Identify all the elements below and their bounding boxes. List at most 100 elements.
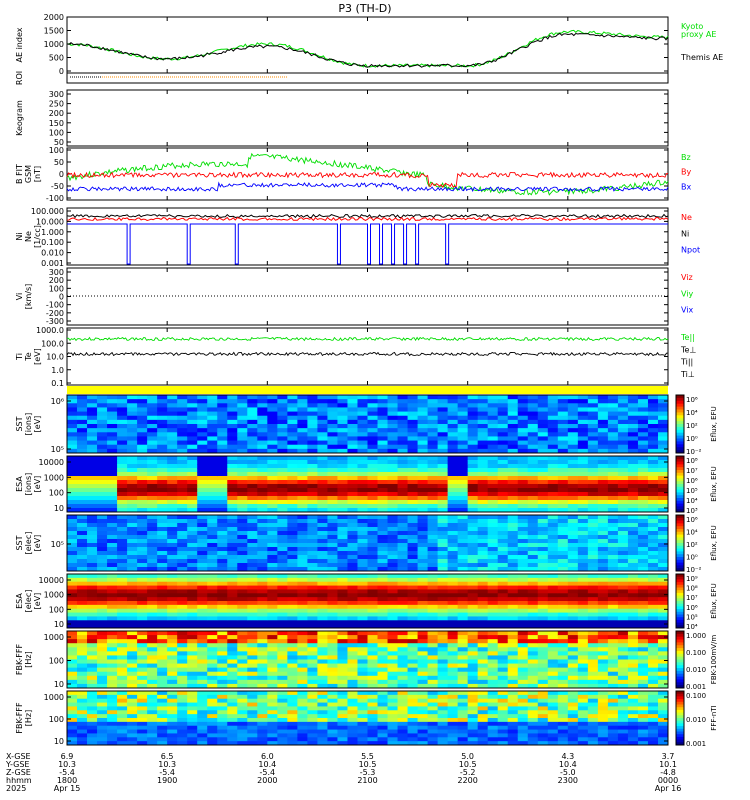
spectrogram-cell — [137, 675, 148, 681]
spectrogram-cell — [167, 663, 178, 669]
spectrogram-cell — [387, 643, 399, 648]
spectrogram-cell — [177, 468, 188, 473]
spectrogram-cell — [207, 496, 218, 501]
spectrogram-cell — [77, 659, 88, 665]
spectrogram-cell — [107, 428, 118, 433]
spectrogram-cell — [297, 567, 308, 572]
spectrogram-cell — [487, 663, 499, 669]
spectrogram-cell — [577, 444, 589, 450]
colorbar-segment — [676, 432, 684, 437]
spectrogram-cell — [367, 559, 379, 564]
spectrogram-cell — [147, 635, 158, 640]
spectrogram-cell — [227, 581, 238, 587]
spectrogram-cell — [207, 683, 218, 689]
spectrogram-cell — [77, 480, 88, 485]
spectrogram-cell — [367, 608, 379, 614]
spectrogram-cell — [167, 647, 178, 652]
spectrogram-cell — [137, 702, 148, 707]
spectrogram-cell — [167, 574, 178, 579]
spectrogram-cell — [637, 464, 649, 469]
spectrogram-cell — [507, 436, 519, 442]
spectrogram-cell — [67, 496, 78, 501]
spectrogram-cell — [277, 710, 288, 715]
spectrogram-cell — [237, 604, 248, 610]
spectrogram-cell — [567, 555, 579, 560]
colorbar-tick: 10⁰ — [686, 435, 698, 443]
spectrogram-cell — [317, 444, 328, 450]
spectrogram-cell — [187, 535, 198, 540]
spectrogram-cell — [577, 448, 589, 454]
spectrogram-cell — [277, 448, 288, 454]
spectrogram-cell — [67, 563, 78, 568]
spectrogram-cell — [607, 655, 619, 660]
spectrogram-cell — [167, 593, 178, 598]
spectrogram-cell — [357, 563, 368, 568]
spectrogram-cell — [167, 460, 178, 465]
spectrogram-cell — [197, 733, 208, 738]
spectrogram-cell — [447, 608, 459, 614]
colorbar-frame — [675, 394, 685, 454]
spectrogram-cell — [477, 488, 489, 493]
spectrogram-cell — [347, 531, 358, 536]
spectrogram-cell — [477, 456, 489, 461]
spectrogram-cell — [217, 721, 228, 727]
spectrogram-cell — [187, 484, 198, 489]
spectrogram-cell — [357, 448, 368, 454]
spectrogram-cell — [197, 706, 208, 711]
spectrogram-cell — [217, 671, 228, 677]
spectrogram-cell — [657, 440, 669, 446]
spectrogram-cell — [467, 574, 479, 579]
spectrogram-cell — [527, 527, 539, 532]
spectrogram-cell — [137, 616, 148, 621]
spectrogram-cell — [87, 432, 98, 437]
spectrogram-cell — [267, 535, 278, 540]
spectrogram-cell — [467, 464, 479, 469]
spectrogram-cell — [67, 468, 78, 473]
spectrogram-cell — [487, 620, 499, 625]
spectrogram-cell — [97, 504, 108, 509]
spectrogram-cell — [347, 639, 358, 644]
spectrogram-cell — [467, 604, 479, 610]
spectrogram-cell — [307, 480, 318, 485]
spectrogram-cell — [537, 567, 549, 572]
spectrogram-cell — [377, 500, 389, 505]
spectrogram-cell — [147, 647, 158, 652]
spectrogram-cell — [297, 608, 308, 614]
spectrogram-cell — [357, 419, 368, 425]
spectrogram-cell — [467, 508, 479, 513]
spectrogram-cell — [267, 563, 278, 568]
spectrogram-cell — [277, 624, 288, 629]
spectrogram-cell — [387, 612, 399, 617]
spectrogram-cell — [127, 484, 138, 489]
colorbar-segment — [676, 481, 684, 485]
spectrogram-cell — [467, 567, 479, 572]
spectrogram-cell — [627, 679, 639, 685]
spectrogram-cell — [307, 407, 318, 413]
spectrogram-cell — [167, 496, 178, 501]
spectrogram-cell — [587, 631, 599, 636]
spectrogram-cell — [577, 616, 589, 621]
spectrogram-cell — [277, 411, 288, 417]
spectrogram-cell — [387, 547, 399, 552]
spectrogram-cell — [227, 631, 238, 636]
spectrogram-cell — [417, 647, 429, 652]
spectrogram-cell — [627, 631, 639, 636]
spectrogram-cell — [117, 647, 128, 652]
spectrogram-cell — [147, 508, 158, 513]
spectrogram-cell — [567, 395, 579, 400]
spectrogram-cell — [167, 399, 178, 404]
spectrogram-cell — [277, 581, 288, 587]
colorbar-segment — [676, 543, 684, 547]
spectrogram-cell — [657, 547, 669, 552]
spectrogram-cell — [517, 500, 529, 505]
tick-label: 200 — [49, 109, 64, 118]
spectrogram-cell — [387, 601, 399, 606]
spectrogram-cell — [477, 593, 489, 598]
spectrogram-cell — [507, 424, 519, 429]
spectrogram-cell — [267, 436, 278, 442]
spectrogram-cell — [617, 476, 629, 481]
spectrogram-cell — [327, 444, 338, 450]
spectrogram-cell — [337, 593, 348, 598]
spectrogram-cell — [527, 616, 539, 621]
spectrogram-cell — [647, 555, 659, 560]
